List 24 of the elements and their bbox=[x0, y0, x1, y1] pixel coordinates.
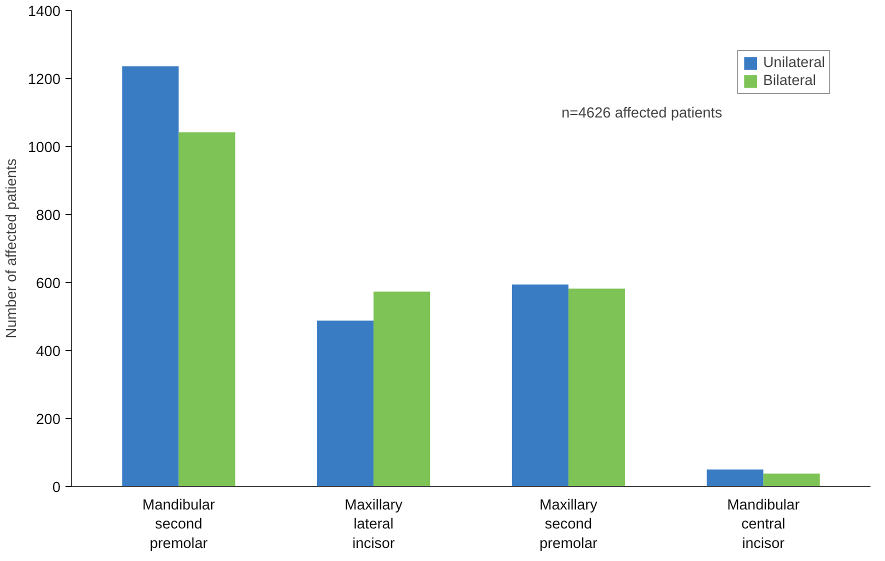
y-tick-label: 800 bbox=[36, 208, 61, 224]
y-tick-label: 200 bbox=[36, 412, 61, 428]
x-tick-label: Mandibular second premolar bbox=[142, 498, 216, 552]
bar bbox=[512, 284, 568, 486]
y-tick-label: 600 bbox=[36, 276, 61, 292]
y-tick-label: 0 bbox=[52, 480, 61, 496]
y-tick-label: 1200 bbox=[28, 72, 61, 88]
bar bbox=[178, 132, 236, 486]
bar bbox=[706, 470, 764, 486]
x-tick-label: Maxillary lateral incisor bbox=[344, 498, 404, 552]
bar bbox=[122, 66, 179, 486]
y-axis-title: Number of affected patients bbox=[4, 158, 20, 338]
bar bbox=[763, 474, 820, 486]
annotation: n=4626 affected patients bbox=[562, 106, 722, 122]
x-tick-label: Maxillary second premolar bbox=[540, 498, 598, 552]
legend-label: Bilateral bbox=[763, 73, 816, 89]
x-tick-label: Mandibular central incisor bbox=[727, 498, 800, 552]
y-tick-label: 1000 bbox=[28, 140, 61, 156]
legend-label: Unilateral bbox=[763, 55, 825, 71]
bar bbox=[374, 292, 430, 486]
y-tick-label: 400 bbox=[36, 344, 61, 360]
bar bbox=[568, 288, 625, 486]
y-tick-label: 1400 bbox=[28, 4, 61, 20]
bar bbox=[317, 320, 374, 486]
